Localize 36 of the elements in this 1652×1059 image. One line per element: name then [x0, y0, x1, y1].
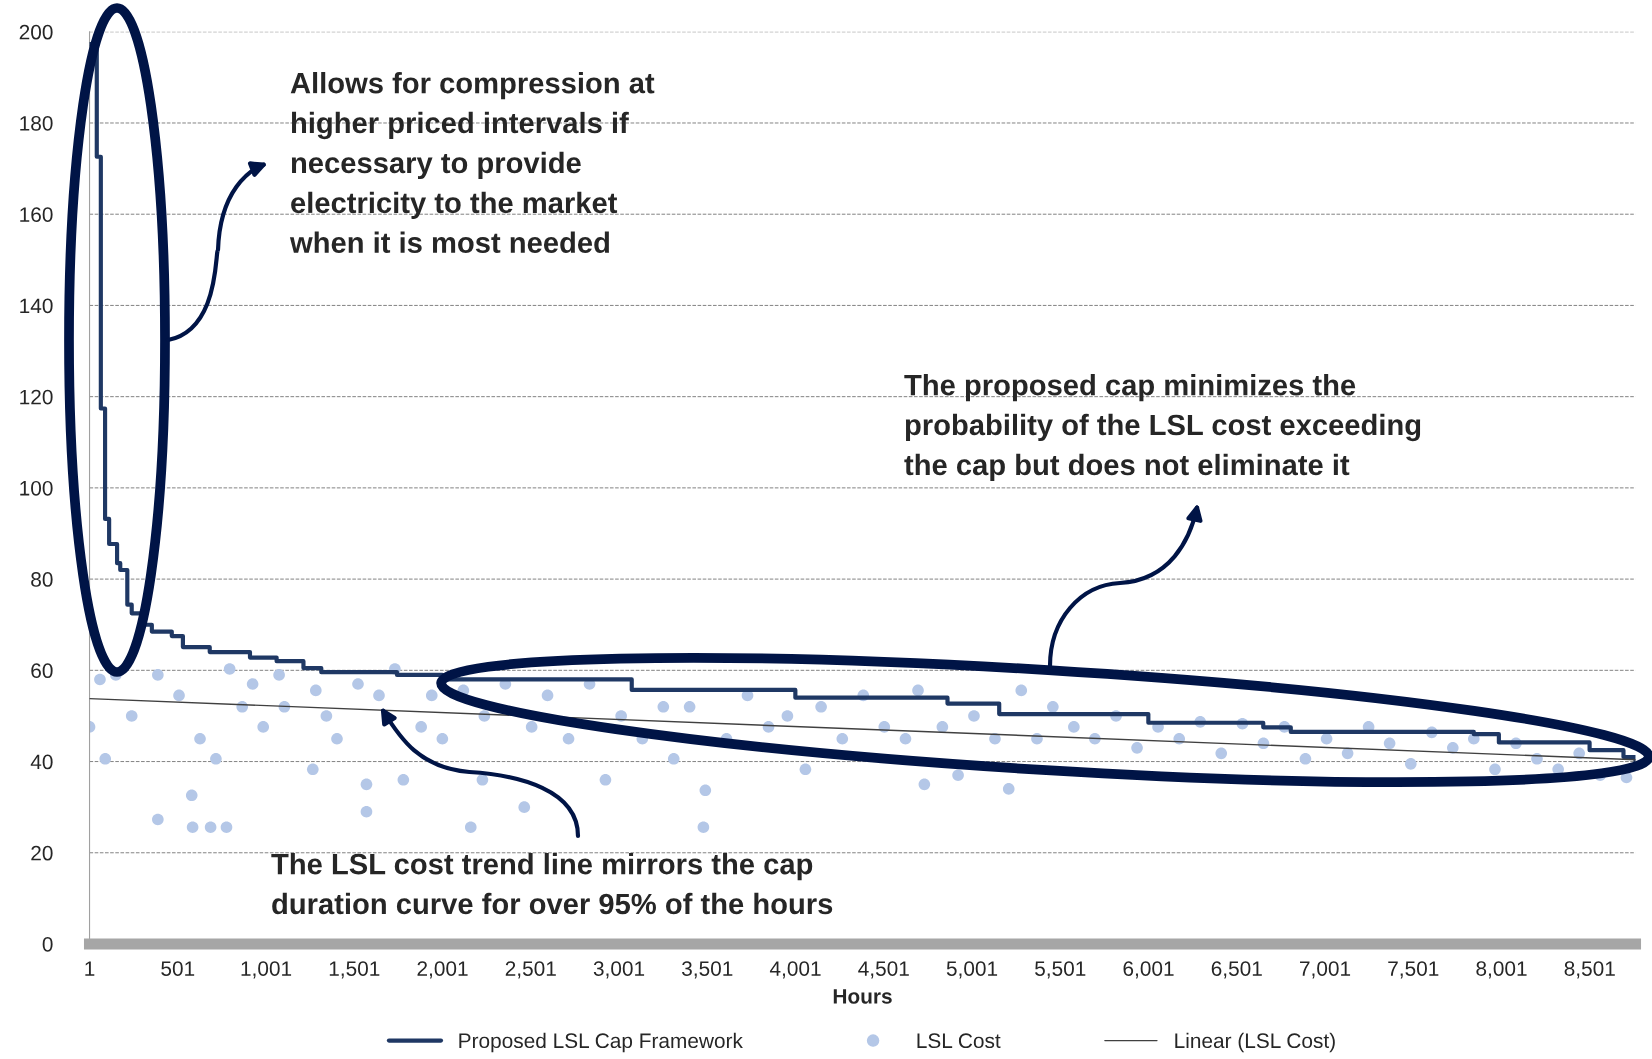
x-tick-label: 7,501: [1388, 961, 1439, 979]
annotation: The LSL cost trend line mirrors the cap duration curve for over 95% of the hours: [271, 853, 833, 915]
y-tick-label: 180: [20, 115, 53, 131]
x-tick-label: 501: [161, 961, 195, 976]
x-tick-label: 7,001: [1300, 961, 1351, 979]
y-tick-label: 160: [20, 207, 53, 222]
x-axis-title: Hours: [833, 989, 892, 1004]
y-tick-label: 60: [31, 663, 53, 679]
x-tick-label: 4,001: [769, 961, 821, 979]
x-tick-label: 6,001: [1123, 961, 1174, 979]
x-tick-label: 1: [85, 961, 95, 976]
x-tick-label: 6,501: [1211, 961, 1262, 979]
x-tick-label: 2,001: [417, 961, 468, 979]
legend-label: Linear (LSL Cost): [1175, 1032, 1335, 1053]
x-tick-label: 4,501: [858, 961, 909, 979]
x-tick-label: 8,501: [1564, 961, 1615, 979]
annotation: The proposed cap minimizes the probability of the LSL cost exceeding the cap but does not eliminate it: [904, 374, 1421, 482]
x-tick-label: 3,501: [682, 961, 733, 979]
x-tick-label: 5,501: [1035, 961, 1086, 979]
y-tick-label: 0: [42, 936, 53, 952]
y-tick-label: 120: [20, 389, 53, 405]
legend-label: Proposed LSL Cap Framework: [459, 1032, 743, 1053]
y-tick-label: 140: [20, 298, 53, 314]
y-tick-label: 40: [30, 754, 53, 770]
annotation: Allows for compression at higher priced intervals if necessary to provide electricity to the market when it is most needed: [289, 72, 655, 254]
y-tick-label: 100: [20, 480, 53, 496]
x-tick-label: 2,501: [505, 961, 556, 979]
y-tick-label: 80: [31, 572, 53, 587]
x-tick-label: 5,001: [946, 961, 998, 979]
y-tick-label: 200: [19, 24, 53, 40]
x-tick-label: 8,001: [1476, 961, 1527, 979]
x-tick-label: 3,001: [593, 961, 645, 979]
legend-label: LSL Cost: [917, 1033, 1001, 1049]
x-tick-label: 1,501: [329, 961, 380, 979]
y-tick-label: 20: [31, 845, 53, 861]
x-tick-label: 1,001: [241, 961, 292, 979]
